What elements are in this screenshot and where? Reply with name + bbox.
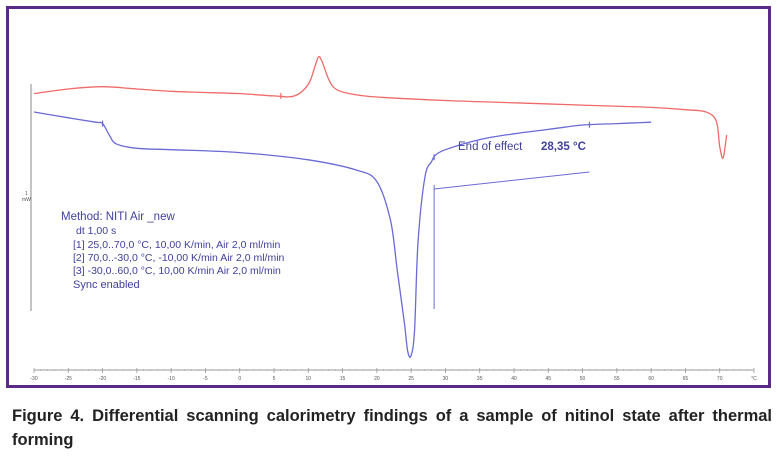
y-scale-label: 1: [25, 191, 28, 197]
end-of-effect-tangent: [434, 171, 590, 190]
x-tick-label: 20: [374, 376, 380, 382]
x-tick-label: 40: [511, 376, 517, 382]
x-tick-label: °C: [751, 376, 757, 382]
x-axis-ticks: -30 -25 -20 -15 -10 -5 0 5 10 15 20 25 30 35 40 45 50 55 6…: [30, 368, 757, 382]
method-line-6: Sync enabled: [73, 279, 140, 291]
x-tick-label: -10: [168, 376, 175, 382]
method-line-2: dt 1,00 s: [76, 225, 116, 237]
method-line-3: [1] 25,0..70,0 °C, 10,00 K/min, Air 2,0 …: [73, 239, 280, 251]
x-tick-label: 5: [273, 376, 276, 382]
x-tick-label: 65: [683, 376, 689, 382]
end-of-effect-label: End of effect: [458, 141, 523, 153]
x-tick-label: -20: [99, 376, 106, 382]
x-tick-label: 60: [648, 376, 654, 382]
x-tick-label: 15: [340, 376, 346, 382]
x-tick-label: -25: [65, 376, 72, 382]
dsc-curve-1: [33, 55, 728, 159]
x-tick-label: 50: [580, 376, 586, 382]
y-scale-unit: mW: [22, 197, 31, 203]
x-tick-label: 55: [614, 376, 620, 382]
method-line-1: Method: NITI Air _new: [61, 211, 175, 223]
caption-label: Figure 4.: [12, 407, 85, 425]
x-tick-label: 30: [443, 376, 449, 382]
caption-text: Differential scanning calorimetry findin…: [12, 407, 773, 449]
figure-frame: 1 mW -30 -25 -20 -15 -10 -5 0 5 10 15 20 25 30 35 40 45…: [6, 6, 771, 388]
method-line-5: [3] -30,0..60,0 °C, 10,00 K/min Air 2,0 …: [73, 265, 281, 277]
figure-caption: Figure 4. Differential scanning calorime…: [12, 404, 772, 452]
x-tick-label: -15: [133, 376, 140, 382]
x-tick-label: -5: [203, 376, 208, 382]
x-tick-label: 35: [477, 376, 483, 382]
method-line-4: [2] 70,0..-30,0 °C, -10,00 K/min Air 2,0…: [73, 252, 285, 264]
annotation-group: [433, 171, 590, 309]
x-tick-label: 45: [546, 376, 552, 382]
series-group: [33, 55, 728, 358]
x-tick-label: -30: [30, 376, 37, 382]
x-tick-label: 25: [408, 376, 414, 382]
dsc-plot: 1 mW -30 -25 -20 -15 -10 -5 0 5 10 15 20 25 30 35 40 45…: [22, 55, 757, 382]
x-tick-label: 0: [238, 376, 241, 382]
end-of-effect-value: 28,35 °C: [541, 141, 586, 153]
x-tick-label: 70: [717, 376, 723, 382]
dsc-curve-2: [33, 111, 652, 358]
x-tick-label: 10: [306, 376, 312, 382]
